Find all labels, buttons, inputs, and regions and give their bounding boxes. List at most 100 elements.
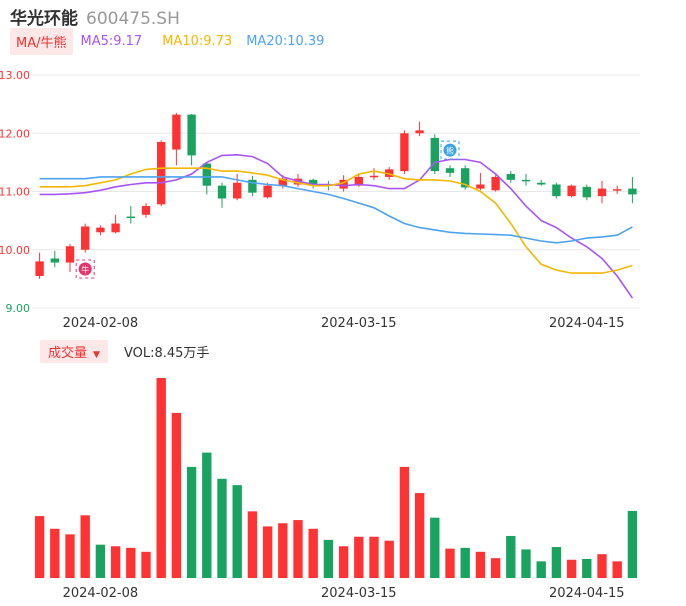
- ma-legend-bar: MA/牛熊 MA5:9.17 MA10:9.73 MA20:10.39: [10, 27, 325, 55]
- volume-legend-bar: 成交量 ▼ VOL:8.45万手: [40, 339, 210, 363]
- volume-bar: [308, 528, 318, 578]
- volume-selector-button[interactable]: 成交量 ▼: [40, 339, 108, 363]
- volume-bar: [293, 520, 303, 578]
- volume-bar: [551, 547, 562, 578]
- candle-body: [111, 223, 120, 233]
- bull-marker-glyph: 牛: [81, 264, 89, 274]
- x-tick-label: 2024-02-08: [63, 316, 139, 331]
- candle-body: [187, 114, 196, 156]
- volume-bar: [156, 378, 166, 578]
- candle-body: [445, 168, 455, 173]
- candlestick-series: [35, 112, 637, 279]
- stock-code: 600475.SH: [86, 9, 180, 29]
- candle-body: [521, 179, 531, 182]
- indicator-selector-button[interactable]: MA/牛熊: [10, 27, 73, 55]
- volume-bar: [338, 546, 349, 578]
- x-tick-label: 2024-02-08: [63, 586, 139, 601]
- candle-body: [597, 188, 607, 197]
- y-tick-label: 12.00: [0, 127, 30, 140]
- x-tick-label: 2024-04-15: [549, 316, 625, 331]
- ma5-legend: MA5:9.17: [80, 33, 143, 49]
- candle-body: [35, 261, 44, 276]
- candle-body: [415, 130, 424, 134]
- y-tick-label: 13.00: [0, 69, 30, 82]
- price-grid: [32, 74, 640, 309]
- bear-marker-icon: [443, 143, 457, 157]
- chevron-down-icon: ▼: [93, 349, 100, 360]
- ma10-legend: MA10:9.73: [162, 33, 233, 49]
- bull-marker-frame: [75, 259, 95, 279]
- x-tick-label: 2024-03-15: [321, 316, 397, 331]
- x-tick-label: 2024-04-15: [549, 586, 625, 601]
- candle-body: [157, 141, 166, 205]
- candle-body: [309, 179, 318, 186]
- volume-bar: [506, 535, 516, 578]
- date-axis-ticks: 2024-02-08 2024-03-15 2024-04-15: [63, 316, 625, 331]
- stock-header: 华光环能 600475.SH: [10, 4, 180, 29]
- bull-marker-icon: [78, 262, 92, 276]
- volume-bar: [95, 544, 106, 578]
- volume-bar: [110, 546, 121, 578]
- volume-bar: [612, 561, 622, 578]
- volume-value: VOL:8.45万手: [123, 345, 210, 361]
- y-tick-label: 11.00: [0, 186, 30, 199]
- volume-bar: [262, 526, 273, 578]
- volume-bar: [217, 478, 227, 578]
- candle-body: [278, 178, 287, 186]
- candle-body: [50, 258, 59, 263]
- volume-bar: [232, 485, 242, 578]
- stock-name: 华光环能: [10, 9, 78, 29]
- volume-bar: [490, 558, 501, 578]
- candle-body: [233, 182, 242, 199]
- ma20-line: [39, 176, 633, 244]
- candle-body: [126, 216, 135, 219]
- volume-bar: [354, 536, 364, 578]
- ma5-line: [39, 153, 634, 299]
- volume-bar: [521, 549, 531, 578]
- volume-bar: [460, 547, 470, 578]
- volume-date-axis-ticks: 2024-02-08 2024-03-15 2024-04-15: [63, 586, 625, 601]
- candle-body: [476, 184, 485, 189]
- candle-body: [339, 179, 348, 189]
- volume-bar: [323, 539, 334, 578]
- bear-marker-frame: [440, 140, 460, 160]
- candle-body: [430, 137, 439, 172]
- volume-bar: [445, 548, 455, 578]
- candle-body: [81, 226, 90, 250]
- candle-body: [461, 168, 470, 188]
- volume-bar: [126, 547, 136, 578]
- moving-average-lines: [39, 153, 634, 299]
- volume-bar: [597, 554, 607, 578]
- candle-body: [385, 169, 394, 177]
- volume-bar: [399, 466, 410, 578]
- candle-body: [354, 176, 363, 186]
- volume-bar: [171, 412, 182, 578]
- volume-bar: [414, 493, 425, 578]
- candle-body: [141, 206, 151, 215]
- candle-body: [582, 186, 591, 198]
- volume-bar: [430, 517, 440, 578]
- volume-bar: [536, 561, 546, 578]
- volume-bar: [566, 559, 577, 578]
- volume-bar: [384, 540, 394, 578]
- candle-body: [202, 163, 211, 186]
- x-tick-label: 2024-03-15: [321, 586, 397, 601]
- candle-body: [552, 184, 561, 197]
- signal-markers: 牛熊: [75, 140, 460, 279]
- volume-bar: [50, 528, 60, 578]
- volume-bar: [247, 511, 258, 578]
- candle-body: [506, 174, 515, 180]
- ma10-line: [39, 167, 633, 274]
- y-tick-label: 10.00: [0, 244, 30, 257]
- volume-bar: [202, 452, 212, 578]
- volume-bar: [278, 523, 288, 578]
- candle-body: [369, 175, 379, 178]
- volume-bar: [582, 558, 592, 578]
- ma20-legend: MA20:10.39: [246, 33, 325, 49]
- candle-body: [263, 185, 272, 198]
- candle-body: [65, 246, 75, 263]
- candle-body: [537, 182, 546, 185]
- price-axis-ticks: 13.00 12.00 11.00 10.00 9.00: [0, 69, 30, 315]
- candle-body: [613, 189, 622, 191]
